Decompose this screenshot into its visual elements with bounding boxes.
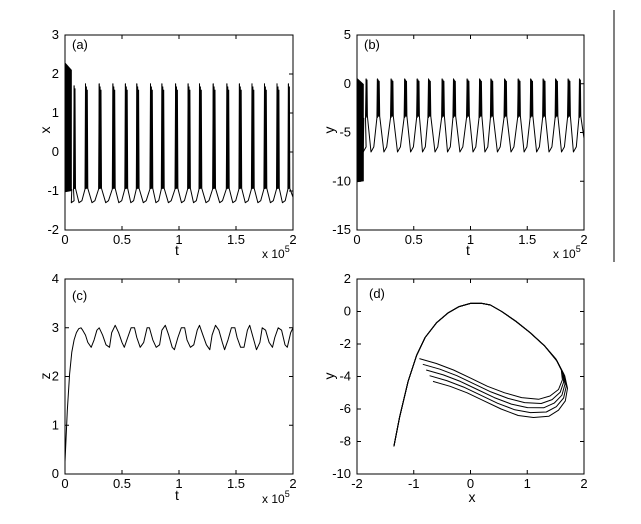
y-tick-label: 1 [52,417,59,432]
transient-band [357,77,364,183]
x-axis-label: x [469,489,476,505]
ticks: 0 0.5 1 1.5 2 0 1 2 3 4 [52,271,297,491]
x-tick-label: 0 [61,232,68,247]
x-tick-label: 0 [353,232,360,247]
x-tick-label: 1 [175,476,182,491]
y-tick-label: -15 [332,222,351,237]
x-tick-label: 1.5 [227,232,245,247]
x-exponent-label: x 105 [262,489,290,506]
y-tick-label: -2 [47,222,59,237]
y-tick-label: 0 [344,304,351,319]
x-exponent-label: x 105 [262,244,290,261]
panel-a: 0 0.5 1 1.5 2 -2 -1 0 1 2 3 (a) t x x 105 [37,27,297,261]
series-line [362,78,585,153]
plot-frame [356,278,585,475]
y-tick-label: -4 [339,369,351,384]
y-tick-label: 2 [344,271,351,286]
y-tick-label: 3 [52,27,59,42]
series-line [393,302,568,447]
x-tick-label: 1.5 [518,232,536,247]
transient-band [65,62,72,193]
x-tick-label: 2 [580,232,587,247]
plot-frame [64,278,294,475]
x-tick-label: 2 [289,476,296,491]
ticks: 0 0.5 1 1.5 2 -15 -10 -5 0 5 [332,27,587,247]
x-tick-label: 0.5 [113,232,131,247]
series-line [393,302,563,447]
x-tick-label: 0.5 [405,232,423,247]
x-tick-label: 0 [61,476,68,491]
panel-label: (d) [369,286,385,301]
plot-frame [356,34,585,231]
x-tick-label: 1 [467,232,474,247]
ticks: -2 -1 0 1 2-10-8-6-4-202 [332,271,587,491]
y-tick-label: -5 [339,125,351,140]
x-tick-label: 0 [467,476,474,491]
x-exponent-label: x 105 [553,244,581,261]
panel-label: (c) [72,288,87,303]
x-axis-label: t [175,242,179,258]
x-tick-label: 1 [175,232,182,247]
panel-c: 0 0.5 1 1.5 2 0 1 2 3 4 (c) t z x 105 [37,271,297,506]
y-tick-label: 3 [52,320,59,335]
y-tick-label: 0 [344,76,351,91]
x-tick-label: 0.5 [113,476,131,491]
y-tick-label: 5 [344,27,351,42]
y-axis-label: y [321,373,337,380]
series-line [393,302,565,447]
y-tick-label: -8 [339,434,351,449]
ticks: 0 0.5 1 1.5 2 -2 -1 0 1 2 3 [47,27,296,247]
panel-label: (a) [72,37,88,52]
x-tick-label: 1.5 [227,476,245,491]
series-line [64,324,294,462]
traces [357,77,585,183]
y-tick-label: 1 [52,105,59,120]
traces [65,62,294,204]
y-tick-label: -10 [332,466,351,481]
series-line [393,302,567,447]
y-axis-label: y [321,127,337,134]
y-tick-label: 2 [52,369,59,384]
y-tick-label: 0 [52,466,59,481]
x-tick-label: 2 [289,232,296,247]
panel-label: (b) [364,37,380,52]
panel-b: 0 0.5 1 1.5 2 -15 -10 -5 0 5 (b) t y x 105 [321,27,588,261]
traces [393,302,568,447]
series-line [393,302,566,447]
x-tick-label: -2 [351,476,363,491]
y-tick-label: 2 [52,66,59,81]
y-tick-label: -2 [339,336,351,351]
x-axis-label: t [175,487,179,503]
x-tick-label: 1 [524,476,531,491]
panel-d: -2 -1 0 1 2-10-8-6-4-202 (d) x y [321,271,588,505]
y-tick-label: -1 [47,183,59,198]
y-axis-label: z [37,373,53,380]
y-tick-label: 4 [52,271,59,286]
x-axis-label: t [466,242,470,258]
y-tick-label: 0 [52,144,59,159]
x-tick-label: 2 [580,476,587,491]
y-axis-label: x [37,127,53,134]
series-line [70,83,294,204]
x-tick-label: -1 [408,476,420,491]
traces [64,324,294,462]
y-tick-label: -10 [332,173,351,188]
y-tick-label: -6 [339,401,351,416]
